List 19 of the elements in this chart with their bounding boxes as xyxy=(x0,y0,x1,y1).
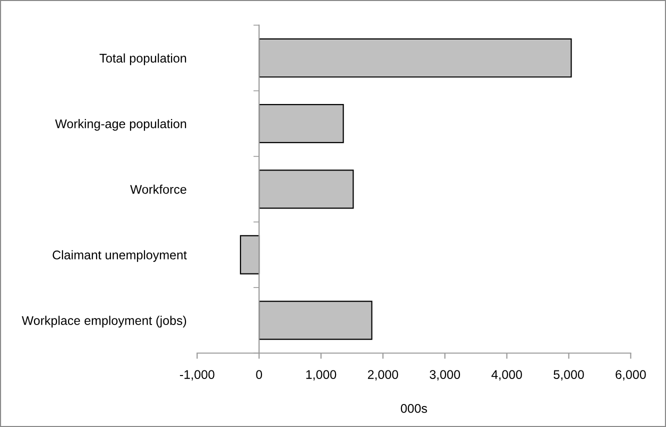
x-tick-label: 6,000 xyxy=(616,370,646,380)
x-tick-label: 0 xyxy=(256,370,262,379)
y-tick-label: Working-age population xyxy=(55,119,186,131)
bar xyxy=(258,170,354,209)
x-tick-label: 4,000 xyxy=(491,370,522,380)
y-tick-label: Workplace employment (jobs) xyxy=(22,316,186,328)
x-tick-label: 3,000 xyxy=(430,370,460,380)
bar xyxy=(240,235,260,274)
x-tick-label: -1,000 xyxy=(180,370,214,380)
bar xyxy=(258,104,344,144)
x-tick-label: 2,000 xyxy=(368,370,398,380)
y-tick-label: Total population xyxy=(100,53,186,66)
bar xyxy=(258,300,372,340)
x-axis-title: 000s xyxy=(400,404,428,413)
x-tick-label: 1,000 xyxy=(306,370,336,380)
y-tick-label: Workforce xyxy=(130,184,186,194)
x-tick-label: 5,000 xyxy=(554,370,584,380)
y-tick-label: Claimant unemployment xyxy=(52,250,187,262)
bar xyxy=(258,38,572,78)
